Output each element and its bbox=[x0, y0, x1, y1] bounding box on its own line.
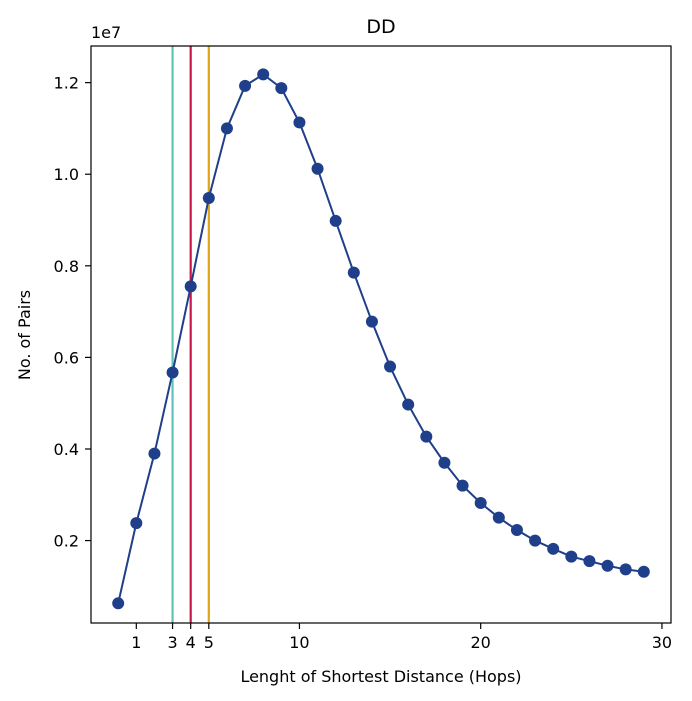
y-tick-label: 0.6 bbox=[54, 348, 79, 367]
data-point bbox=[637, 565, 650, 578]
data-point bbox=[492, 511, 505, 524]
data-point bbox=[583, 555, 596, 568]
plot-area bbox=[91, 46, 671, 623]
data-point bbox=[384, 360, 397, 373]
y-tick-label: 0.4 bbox=[54, 440, 79, 459]
x-axis-label: Lenght of Shortest Distance (Hops) bbox=[240, 667, 521, 686]
data-point bbox=[257, 68, 270, 81]
data-point bbox=[601, 559, 614, 572]
vertical-lines bbox=[171, 46, 210, 623]
data-point bbox=[130, 517, 143, 530]
y-axis-label: No. of Pairs bbox=[15, 290, 34, 380]
data-point bbox=[510, 524, 523, 537]
data-point bbox=[202, 192, 215, 205]
data-point bbox=[402, 398, 415, 411]
x-tick-label: 30 bbox=[652, 633, 672, 652]
chart-title: DD bbox=[366, 16, 395, 38]
data-point bbox=[565, 550, 578, 563]
data-point bbox=[529, 534, 542, 547]
data-point bbox=[166, 366, 179, 379]
data-point bbox=[347, 266, 360, 279]
data-point bbox=[420, 430, 433, 443]
x-tick-label: 5 bbox=[204, 633, 214, 652]
data-point bbox=[619, 563, 632, 576]
x-tick-label: 1 bbox=[131, 633, 141, 652]
data-point bbox=[184, 280, 197, 293]
data-point bbox=[365, 315, 378, 328]
data-point bbox=[547, 542, 560, 555]
x-tick-label: 4 bbox=[186, 633, 196, 652]
x-tick-label: 20 bbox=[471, 633, 491, 652]
plot-frame bbox=[90, 45, 672, 624]
series-group bbox=[112, 68, 650, 610]
data-point bbox=[239, 79, 252, 92]
y-axis-ticks: 0.2 0.4 0.6 0.8 1.0 1.2 bbox=[54, 74, 91, 551]
data-point bbox=[148, 447, 161, 460]
x-tick-label: 10 bbox=[289, 633, 309, 652]
y-tick-label: 0.8 bbox=[54, 257, 79, 276]
data-point bbox=[220, 122, 233, 135]
data-point bbox=[456, 479, 469, 492]
y-tick-label: 1.0 bbox=[54, 165, 79, 184]
data-point bbox=[311, 162, 324, 175]
data-point bbox=[329, 214, 342, 227]
data-point bbox=[275, 82, 288, 95]
y-tick-label: 1.2 bbox=[54, 74, 79, 93]
data-point bbox=[474, 497, 487, 510]
y-tick-label: 0.2 bbox=[54, 532, 79, 551]
x-axis-ticks: 1 3 4 5 10 20 30 bbox=[131, 623, 672, 652]
data-point bbox=[293, 116, 306, 129]
x-tick-label: 3 bbox=[167, 633, 177, 652]
data-point bbox=[438, 456, 451, 469]
y-axis-multiplier: 1e7 bbox=[91, 23, 121, 42]
data-point bbox=[112, 597, 125, 610]
